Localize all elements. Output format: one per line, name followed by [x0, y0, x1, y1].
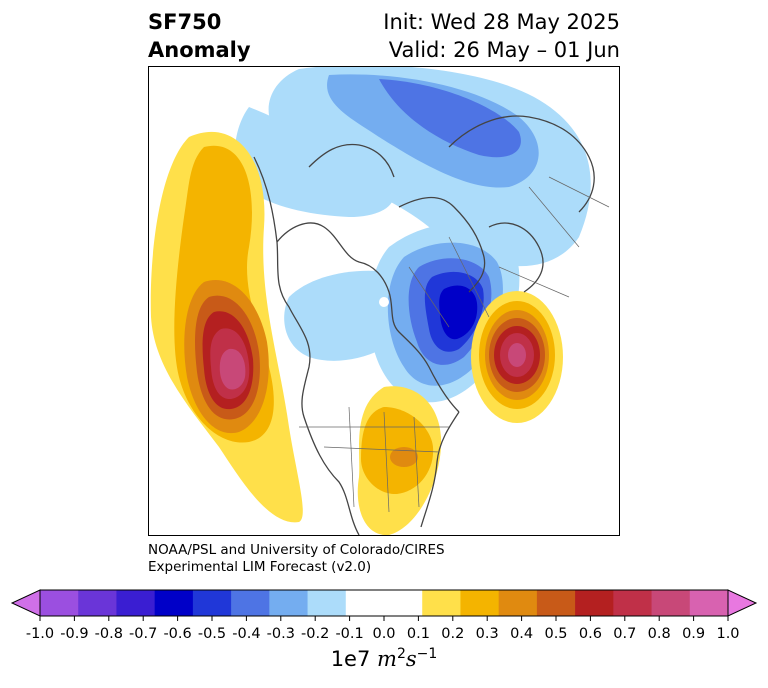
colorbar-tick-label: 0.9: [682, 626, 705, 642]
units-m-exp: 2: [396, 646, 406, 662]
colorbar-units: 1e7 m2s−1: [0, 646, 768, 671]
colorbar-swatch: [269, 590, 309, 616]
colorbar-tick-label: 0.7: [613, 626, 636, 642]
init-date: Init: Wed 28 May 2025: [383, 10, 620, 34]
colorbar-swatch: [307, 590, 347, 616]
positive-anomaly-pacific: [150, 131, 303, 523]
colorbar-swatch: [689, 590, 729, 616]
colorbar-swatch: [613, 590, 653, 616]
pole-marker: [379, 297, 389, 307]
colorbar-swatch: [422, 590, 461, 616]
colorbar-swatch: [116, 590, 156, 616]
colorbar-swatch: [231, 590, 270, 616]
title-left: SF750 Anomaly: [148, 8, 251, 64]
colorbar-swatch: [536, 590, 576, 616]
valid-range: Valid: 26 May – 01 Jun: [388, 38, 620, 62]
credit-line-2: Experimental LIM Forecast (v2.0): [148, 559, 372, 575]
units-prefix: 1e7: [330, 647, 371, 671]
colorbar-tick-label: -0.9: [60, 626, 88, 642]
units-m: m: [377, 647, 397, 671]
colorbar-tick-label: -0.2: [301, 626, 329, 642]
colorbar-tick-label: 0.1: [407, 626, 430, 642]
colorbar-swatch: [40, 590, 79, 616]
colorbar: -1.0 -0.9 -0.8 -0.7 -0.6 -0.5 -0.4 -0.3 -0.2 -0.1…: [10, 589, 758, 642]
colorbar-swatches: [40, 590, 729, 616]
units-s: s: [405, 647, 417, 671]
colorbar-tick-label: 0.6: [579, 626, 602, 642]
colorbar-tick-label: 0.4: [510, 626, 533, 642]
colorbar-swatch: [192, 590, 232, 616]
credit-line-1: NOAA/PSL and University of Colorado/CIRE…: [148, 542, 445, 558]
credit-text: NOAA/PSL and University of Colorado/CIRE…: [148, 542, 445, 576]
coastlines: [253, 115, 595, 535]
map-panel: [148, 66, 620, 536]
colorbar-tick-label: -0.1: [335, 626, 363, 642]
colorbar-tick-label: -0.8: [95, 626, 123, 642]
units-s-exp: −1: [416, 646, 438, 662]
colorbar-ticks: -1.0 -0.9 -0.8 -0.7 -0.6 -0.5 -0.4 -0.3 -0.2 -0.1…: [26, 616, 740, 642]
colorbar-tick-label: 0.2: [441, 626, 464, 642]
colorbar-tick-label: -0.5: [198, 626, 226, 642]
colorbar-swatch: [345, 590, 385, 616]
variable-title: SF750: [148, 10, 222, 34]
colorbar-tick-label: -0.4: [232, 626, 260, 642]
colorbar-swatch: [154, 590, 194, 616]
colorbar-extend-low: [10, 589, 41, 617]
colorbar-tick-label: -1.0: [26, 626, 54, 642]
colorbar-tick-label: 0.3: [476, 626, 499, 642]
colorbar-extend-high: [727, 589, 758, 617]
colorbar-swatch: [78, 590, 117, 616]
colorbar-tick-label: 0.5: [544, 626, 567, 642]
positive-anomaly-eastern-us: [357, 386, 442, 535]
colorbar-swatch: [384, 590, 423, 616]
anomaly-map: [150, 67, 610, 535]
country-borders: [299, 176, 610, 513]
colorbar-tick-label: -0.6: [163, 626, 191, 642]
colorbar-swatch: [575, 590, 614, 616]
colorbar-swatch: [651, 590, 691, 616]
colorbar-swatch: [460, 590, 500, 616]
colorbar-swatch: [498, 590, 538, 616]
title-right: Init: Wed 28 May 2025 Valid: 26 May – 01…: [383, 8, 620, 64]
colorbar-tick-label: -0.3: [267, 626, 295, 642]
colorbar-tick-label: 1.0: [716, 626, 739, 642]
positive-anomaly-atlantic: [471, 291, 563, 423]
colorbar-tick-label: 0.8: [648, 626, 671, 642]
anomaly-title: Anomaly: [148, 38, 251, 62]
colorbar-tick-label: 0.0: [372, 626, 395, 642]
colorbar-tick-label: -0.7: [129, 626, 157, 642]
